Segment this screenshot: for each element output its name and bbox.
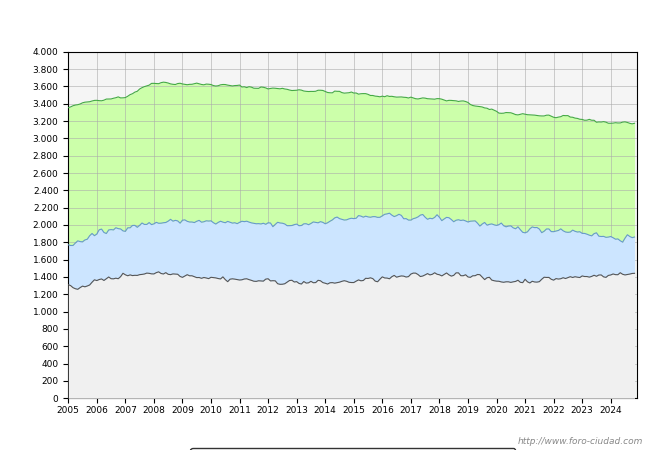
Text: Alburquerque - Evolucion de la poblacion en edad de Trabajar Noviembre de 2024: Alburquerque - Evolucion de la poblacion… [54, 17, 596, 30]
Legend: Ocupados, Parados, Hab. entre 16-64: Ocupados, Parados, Hab. entre 16-64 [190, 448, 515, 450]
Text: http://www.foro-ciudad.com: http://www.foro-ciudad.com [518, 436, 644, 446]
